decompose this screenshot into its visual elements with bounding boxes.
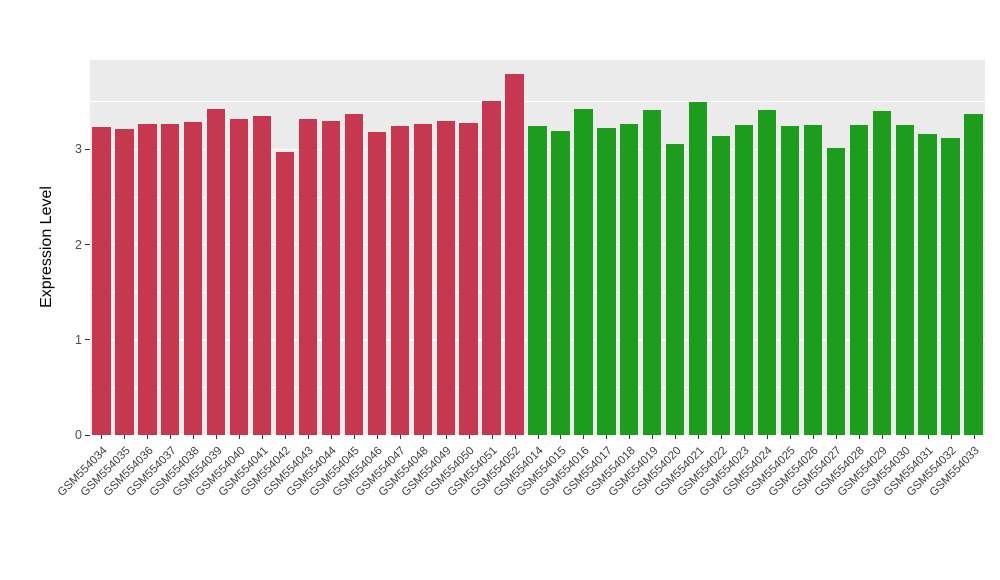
x-tick-mark (560, 435, 562, 439)
bar-GSM554038 (184, 121, 203, 435)
x-tick-mark (835, 435, 837, 439)
bar-GSM554049 (436, 120, 455, 435)
x-tick-mark (376, 435, 378, 439)
bar-GSM554015 (551, 131, 570, 435)
x-tick-mark (904, 435, 906, 439)
x-tick-mark (675, 435, 677, 439)
bar-GSM554035 (115, 129, 134, 435)
bar-GSM554036 (138, 123, 157, 435)
x-tick-mark (652, 435, 654, 439)
bar-GSM554034 (92, 126, 111, 435)
bar-GSM554052 (505, 74, 524, 435)
x-tick-mark (721, 435, 723, 439)
y-tick-label: 1 (75, 332, 82, 347)
x-tick-mark (216, 435, 218, 439)
bar-GSM554021 (688, 101, 708, 435)
bar-GSM554016 (574, 108, 593, 435)
bar-GSM554017 (597, 127, 616, 435)
bar-GSM554037 (161, 123, 180, 435)
bar-GSM554050 (459, 122, 478, 435)
minor-gridline (90, 101, 985, 103)
bar-GSM554043 (298, 119, 318, 435)
y-tick-mark (85, 244, 90, 246)
bar-GSM554030 (895, 124, 914, 435)
x-tick-mark (514, 435, 516, 439)
bar-GSM554048 (413, 123, 432, 435)
x-tick-mark (881, 435, 883, 439)
x-tick-mark (468, 435, 470, 439)
bar-GSM554029 (872, 111, 891, 435)
y-tick-label: 2 (75, 237, 82, 252)
bar-GSM554045 (344, 114, 364, 435)
bar-GSM554047 (390, 125, 409, 435)
x-tick-mark (858, 435, 860, 439)
x-tick-mark (308, 435, 309, 439)
x-tick-mark (399, 435, 401, 439)
bar-GSM554026 (803, 124, 823, 435)
x-tick-mark (950, 435, 952, 439)
bar-GSM554024 (757, 110, 777, 435)
x-tick-mark (124, 435, 126, 439)
bar-GSM554044 (321, 120, 341, 435)
y-tick-mark (85, 434, 90, 436)
bar-GSM554018 (620, 123, 639, 435)
x-tick-mark (698, 435, 700, 439)
x-tick-mark (445, 435, 447, 439)
x-tick-mark (330, 435, 332, 439)
bar-GSM554041 (252, 116, 272, 435)
bar-GSM554023 (734, 124, 754, 435)
bar-GSM554022 (711, 136, 731, 435)
x-tick-mark (766, 435, 768, 439)
y-tick-label: 0 (75, 428, 82, 442)
bar-GSM554033 (964, 114, 983, 435)
x-tick-mark (101, 435, 103, 439)
x-tick-mark (606, 435, 608, 439)
x-tick-mark (262, 435, 264, 439)
x-tick-mark (973, 435, 975, 439)
y-tick-label: 3 (75, 142, 82, 157)
x-tick-mark (583, 435, 585, 439)
bar-GSM554042 (275, 152, 295, 435)
bar-GSM554019 (643, 109, 662, 435)
bar-GSM554040 (229, 119, 249, 435)
x-tick-mark (537, 435, 539, 439)
bar-GSM554032 (941, 138, 960, 435)
y-tick-mark (85, 148, 90, 150)
bar-GSM554039 (207, 108, 226, 435)
x-tick-mark (353, 435, 355, 439)
x-tick-mark (789, 435, 791, 439)
bar-GSM554027 (826, 147, 845, 435)
x-tick-mark (629, 435, 631, 439)
bar-GSM554025 (780, 125, 800, 435)
x-tick-mark (927, 435, 929, 439)
bar-GSM554046 (367, 132, 387, 435)
x-tick-mark (812, 435, 814, 439)
x-tick-mark (193, 435, 195, 439)
bar-GSM554031 (918, 134, 937, 435)
x-tick-mark (239, 435, 241, 439)
x-tick-mark (170, 435, 172, 439)
bar-GSM554014 (528, 125, 547, 435)
chart-panel (90, 60, 985, 436)
bar-GSM554051 (482, 100, 501, 435)
x-tick-mark (422, 435, 424, 439)
x-tick-mark (147, 435, 149, 439)
bar-GSM554020 (666, 143, 685, 435)
x-tick-mark (285, 435, 287, 439)
x-tick-mark (491, 435, 493, 439)
bar-GSM554028 (849, 124, 868, 435)
y-tick-mark (85, 339, 90, 341)
x-tick-mark (744, 435, 746, 439)
